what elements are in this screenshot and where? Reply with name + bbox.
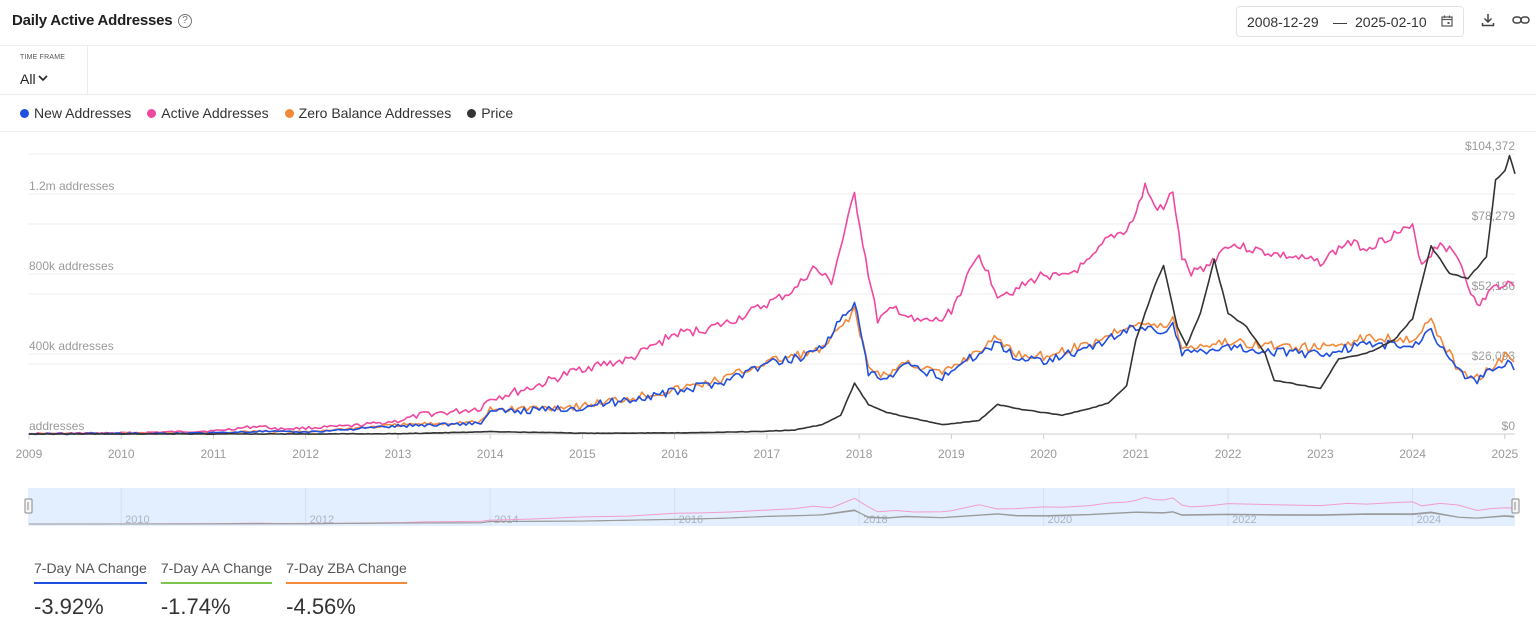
y-left-tick-label: 800k addresses [29, 259, 114, 273]
y-right-tick-label: $0 [1502, 419, 1516, 433]
main-chart[interactable]: $0$26,093$52,186$78,279$104,372addresses… [0, 132, 1536, 472]
x-tick-label: 2010 [108, 447, 135, 461]
x-tick-label: 2013 [385, 447, 412, 461]
page-title: Daily Active Addresses [12, 12, 173, 29]
help-icon[interactable]: ? [178, 14, 192, 28]
series-line-price [28, 154, 1516, 435]
download-icon[interactable] [1480, 12, 1496, 28]
legend-label-price: Price [481, 105, 514, 121]
x-tick-label: 2025 [1492, 447, 1519, 461]
header-bar: Daily Active Addresses ? 2008-12-29 — 20… [0, 0, 1536, 46]
range-navigator[interactable]: 2010 2012 2014 2016 2018 2020 2022 2024 [0, 482, 1536, 532]
change-cards: 7-Day NA Change -3.92% 7-Day AA Change -… [34, 560, 421, 620]
card-value: -1.74% [160, 594, 231, 619]
legend-item-zero-balance[interactable]: Zero Balance Addresses [284, 105, 452, 121]
card-zba-change[interactable]: 7-Day ZBA Change -4.56% [286, 560, 407, 620]
series-line-zero-balance-addresses [28, 305, 1515, 436]
legend-dot-active-addresses [147, 108, 157, 118]
navigator-tick-label: 2020 [1048, 514, 1072, 526]
navigator-tick-label: 2022 [1232, 514, 1256, 526]
card-label: 7-Day NA Change [34, 560, 147, 576]
chevron-down-icon [38, 75, 48, 82]
date-start: 2008-12-29 [1247, 14, 1319, 30]
chart-legend: New Addresses Active Addresses Zero Bala… [20, 104, 529, 122]
x-tick-label: 2014 [477, 447, 504, 461]
date-range-picker[interactable]: 2008-12-29 — 2025-02-10 [1236, 6, 1464, 37]
series-line-active-addresses [28, 182, 1515, 435]
card-underline [160, 582, 273, 584]
y-left-tick-label: 400k addresses [29, 339, 114, 353]
x-tick-label: 2024 [1399, 447, 1426, 461]
card-value: -3.92% [34, 594, 104, 619]
timeframe-value: All [20, 71, 36, 87]
x-tick-label: 2017 [754, 447, 781, 461]
x-tick-label: 2019 [938, 447, 965, 461]
x-tick-label: 2018 [846, 447, 873, 461]
legend-item-active-addresses[interactable]: Active Addresses [147, 105, 269, 121]
x-tick-label: 2015 [569, 447, 596, 461]
card-na-change[interactable]: 7-Day NA Change -3.92% [34, 560, 147, 620]
navigator-tick-label: 2024 [1417, 514, 1441, 526]
timeframe-label: TIME FRAME [20, 54, 66, 61]
y-left-tick-label: addresses [29, 419, 84, 433]
x-tick-label: 2012 [292, 447, 319, 461]
x-tick-label: 2021 [1123, 447, 1150, 461]
x-tick-label: 2022 [1215, 447, 1242, 461]
legend-label-new-addresses: New Addresses [34, 105, 132, 121]
link-icon[interactable] [1512, 12, 1530, 28]
legend-item-price[interactable]: Price [467, 105, 513, 121]
y-right-tick-label: $78,279 [1472, 209, 1516, 223]
card-underline [34, 582, 147, 584]
navigator-tick-label: 2010 [125, 514, 149, 526]
card-label: 7-Day ZBA Change [286, 560, 407, 576]
legend-dot-new-addresses [20, 108, 29, 118]
navigator-tick-label: 2016 [679, 514, 703, 526]
navigator-line-new-addresses [28, 509, 1515, 525]
divider [0, 131, 1536, 132]
timeframe-selector[interactable]: TIME FRAME All [0, 46, 88, 94]
x-tick-label: 2011 [201, 447, 227, 461]
x-tick-label: 2020 [1030, 447, 1057, 461]
navigator-selection [28, 488, 1515, 526]
x-tick-label: 2023 [1307, 447, 1334, 461]
y-right-tick-label: $104,372 [1465, 139, 1515, 153]
x-tick-label: 2016 [661, 447, 688, 461]
divider [0, 94, 1536, 95]
card-aa-change[interactable]: 7-Day AA Change -1.74% [160, 560, 273, 620]
series-line-new-addresses [28, 301, 1515, 436]
date-end: 2025-02-10 [1355, 14, 1427, 30]
card-underline [286, 582, 407, 584]
legend-label-active-addresses: Active Addresses [161, 105, 269, 121]
y-left-tick-label: 1.2m addresses [29, 179, 114, 193]
legend-dot-price [467, 108, 477, 118]
card-label: 7-Day AA Change [160, 560, 273, 576]
navigator-line-active-addresses [28, 496, 1515, 525]
legend-label-zero-balance: Zero Balance Addresses [298, 105, 452, 121]
legend-dot-zero-balance [284, 108, 294, 118]
date-separator: — [1333, 14, 1347, 30]
calendar-icon [1441, 15, 1453, 27]
legend-item-new-addresses[interactable]: New Addresses [20, 105, 131, 121]
card-value: -4.56% [286, 594, 356, 619]
x-tick-label: 2009 [16, 447, 43, 461]
